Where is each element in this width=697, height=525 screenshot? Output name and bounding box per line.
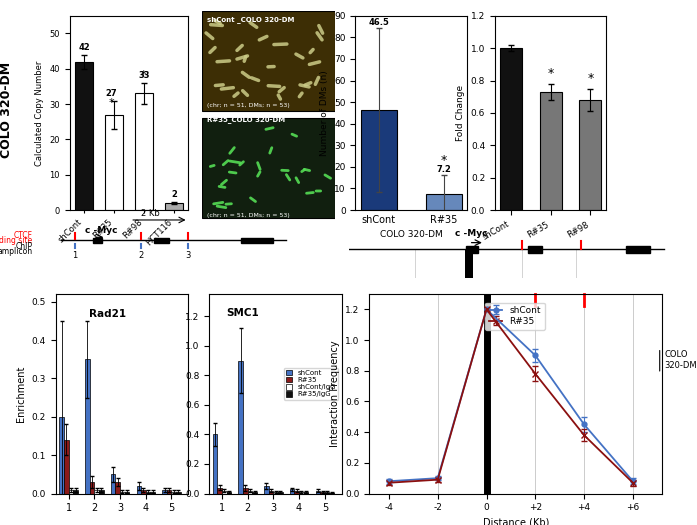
Bar (222, 490, 227, 493)
Text: CTCF: CTCF (13, 231, 32, 240)
Bar (241, 238, 273, 243)
Bar (299, 492, 304, 493)
Text: 2: 2 (171, 190, 177, 199)
Bar (94, 490, 99, 494)
Bar (59, 417, 64, 494)
Bar (320, 492, 325, 493)
Text: R#35_COLO 320-DM: R#35_COLO 320-DM (208, 117, 286, 123)
Text: 2: 2 (138, 251, 144, 260)
Bar (213, 434, 217, 493)
Bar (75, 61, 93, 210)
Text: (chr; n = 51, DMs; n = 53): (chr; n = 51, DMs; n = 53) (208, 213, 290, 218)
Bar (294, 490, 299, 493)
Bar (68, 490, 73, 494)
Bar (111, 474, 116, 493)
Bar (627, 246, 650, 253)
Text: amplicon: amplicon (0, 247, 32, 256)
Text: binding site: binding site (0, 236, 32, 245)
Bar (238, 361, 243, 493)
X-axis label: COLO 320-DM: COLO 320-DM (380, 230, 443, 239)
Bar (316, 490, 320, 493)
Bar (247, 490, 252, 493)
Bar (217, 488, 222, 493)
Bar (151, 491, 155, 494)
Bar (116, 482, 120, 494)
Bar (202, 118, 335, 218)
Text: 7.2: 7.2 (436, 165, 452, 174)
Bar (252, 492, 257, 493)
Bar (73, 490, 78, 494)
Bar (243, 488, 247, 493)
Bar (135, 93, 153, 210)
Bar (93, 238, 102, 243)
Bar (162, 490, 167, 494)
Bar (105, 114, 123, 210)
Text: COLO
320-DM: COLO 320-DM (664, 350, 697, 370)
Bar (528, 246, 542, 253)
Bar (167, 490, 171, 494)
Bar (90, 482, 94, 494)
Text: COLO 320-DM: COLO 320-DM (1, 62, 13, 159)
Bar (171, 491, 176, 494)
Text: 1: 1 (72, 251, 77, 260)
Bar (273, 492, 278, 493)
Text: *: * (109, 98, 114, 108)
Text: (chr; n = 51, DMs; n = 53): (chr; n = 51, DMs; n = 53) (208, 103, 290, 108)
Text: 46.5: 46.5 (368, 17, 389, 27)
Bar (278, 492, 283, 493)
Bar (269, 490, 273, 493)
Bar (202, 10, 335, 111)
Bar (264, 486, 269, 494)
Y-axis label: Enrichment: Enrichment (16, 365, 26, 422)
Legend: shCont, R#35, shCont/IgG, R#35/IgG: shCont, R#35, shCont/IgG, R#35/IgG (284, 368, 338, 400)
Text: c -Myc: c -Myc (85, 226, 118, 235)
Bar (227, 492, 231, 493)
Bar (165, 203, 183, 210)
Bar (141, 490, 146, 494)
Bar (304, 492, 308, 493)
Bar (500, 48, 522, 210)
Bar (154, 238, 169, 243)
Text: *: * (441, 154, 447, 167)
Text: *: * (141, 70, 146, 80)
Bar (120, 491, 125, 494)
Bar (64, 440, 68, 494)
Text: 42: 42 (78, 43, 90, 52)
Text: 2 Kb: 2 Kb (141, 208, 160, 217)
Bar (539, 92, 562, 210)
Text: SMC1: SMC1 (226, 308, 259, 318)
Legend: shCont, R#35: shCont, R#35 (485, 302, 544, 330)
Text: 3: 3 (186, 251, 191, 260)
Text: c -Myc: c -Myc (455, 229, 488, 238)
Bar (125, 491, 130, 494)
Bar (99, 490, 104, 494)
Text: 27: 27 (106, 89, 117, 98)
Y-axis label: Number of DMs (n): Number of DMs (n) (320, 70, 329, 156)
X-axis label: Distance (Kb): Distance (Kb) (482, 518, 549, 525)
Text: shCont _COLO 320-DM: shCont _COLO 320-DM (208, 16, 295, 23)
Text: 33: 33 (138, 71, 150, 80)
Text: ChIP: ChIP (15, 242, 32, 251)
Bar (137, 486, 141, 493)
Y-axis label: Interaction Frequency: Interaction Frequency (330, 340, 339, 447)
Bar (85, 359, 90, 494)
Bar (426, 194, 462, 210)
Bar (325, 492, 330, 493)
Text: *: * (588, 72, 594, 86)
Bar (290, 489, 294, 493)
Text: Rad21: Rad21 (89, 309, 125, 319)
Y-axis label: Fold Change: Fold Change (457, 85, 465, 141)
Bar (579, 100, 602, 210)
Text: *: * (548, 68, 553, 80)
Bar (360, 110, 397, 210)
Y-axis label: Calculated Copy Number: Calculated Copy Number (35, 60, 44, 165)
Bar (146, 491, 151, 494)
Bar (466, 246, 478, 253)
Bar (465, 249, 473, 278)
Bar (176, 491, 181, 494)
